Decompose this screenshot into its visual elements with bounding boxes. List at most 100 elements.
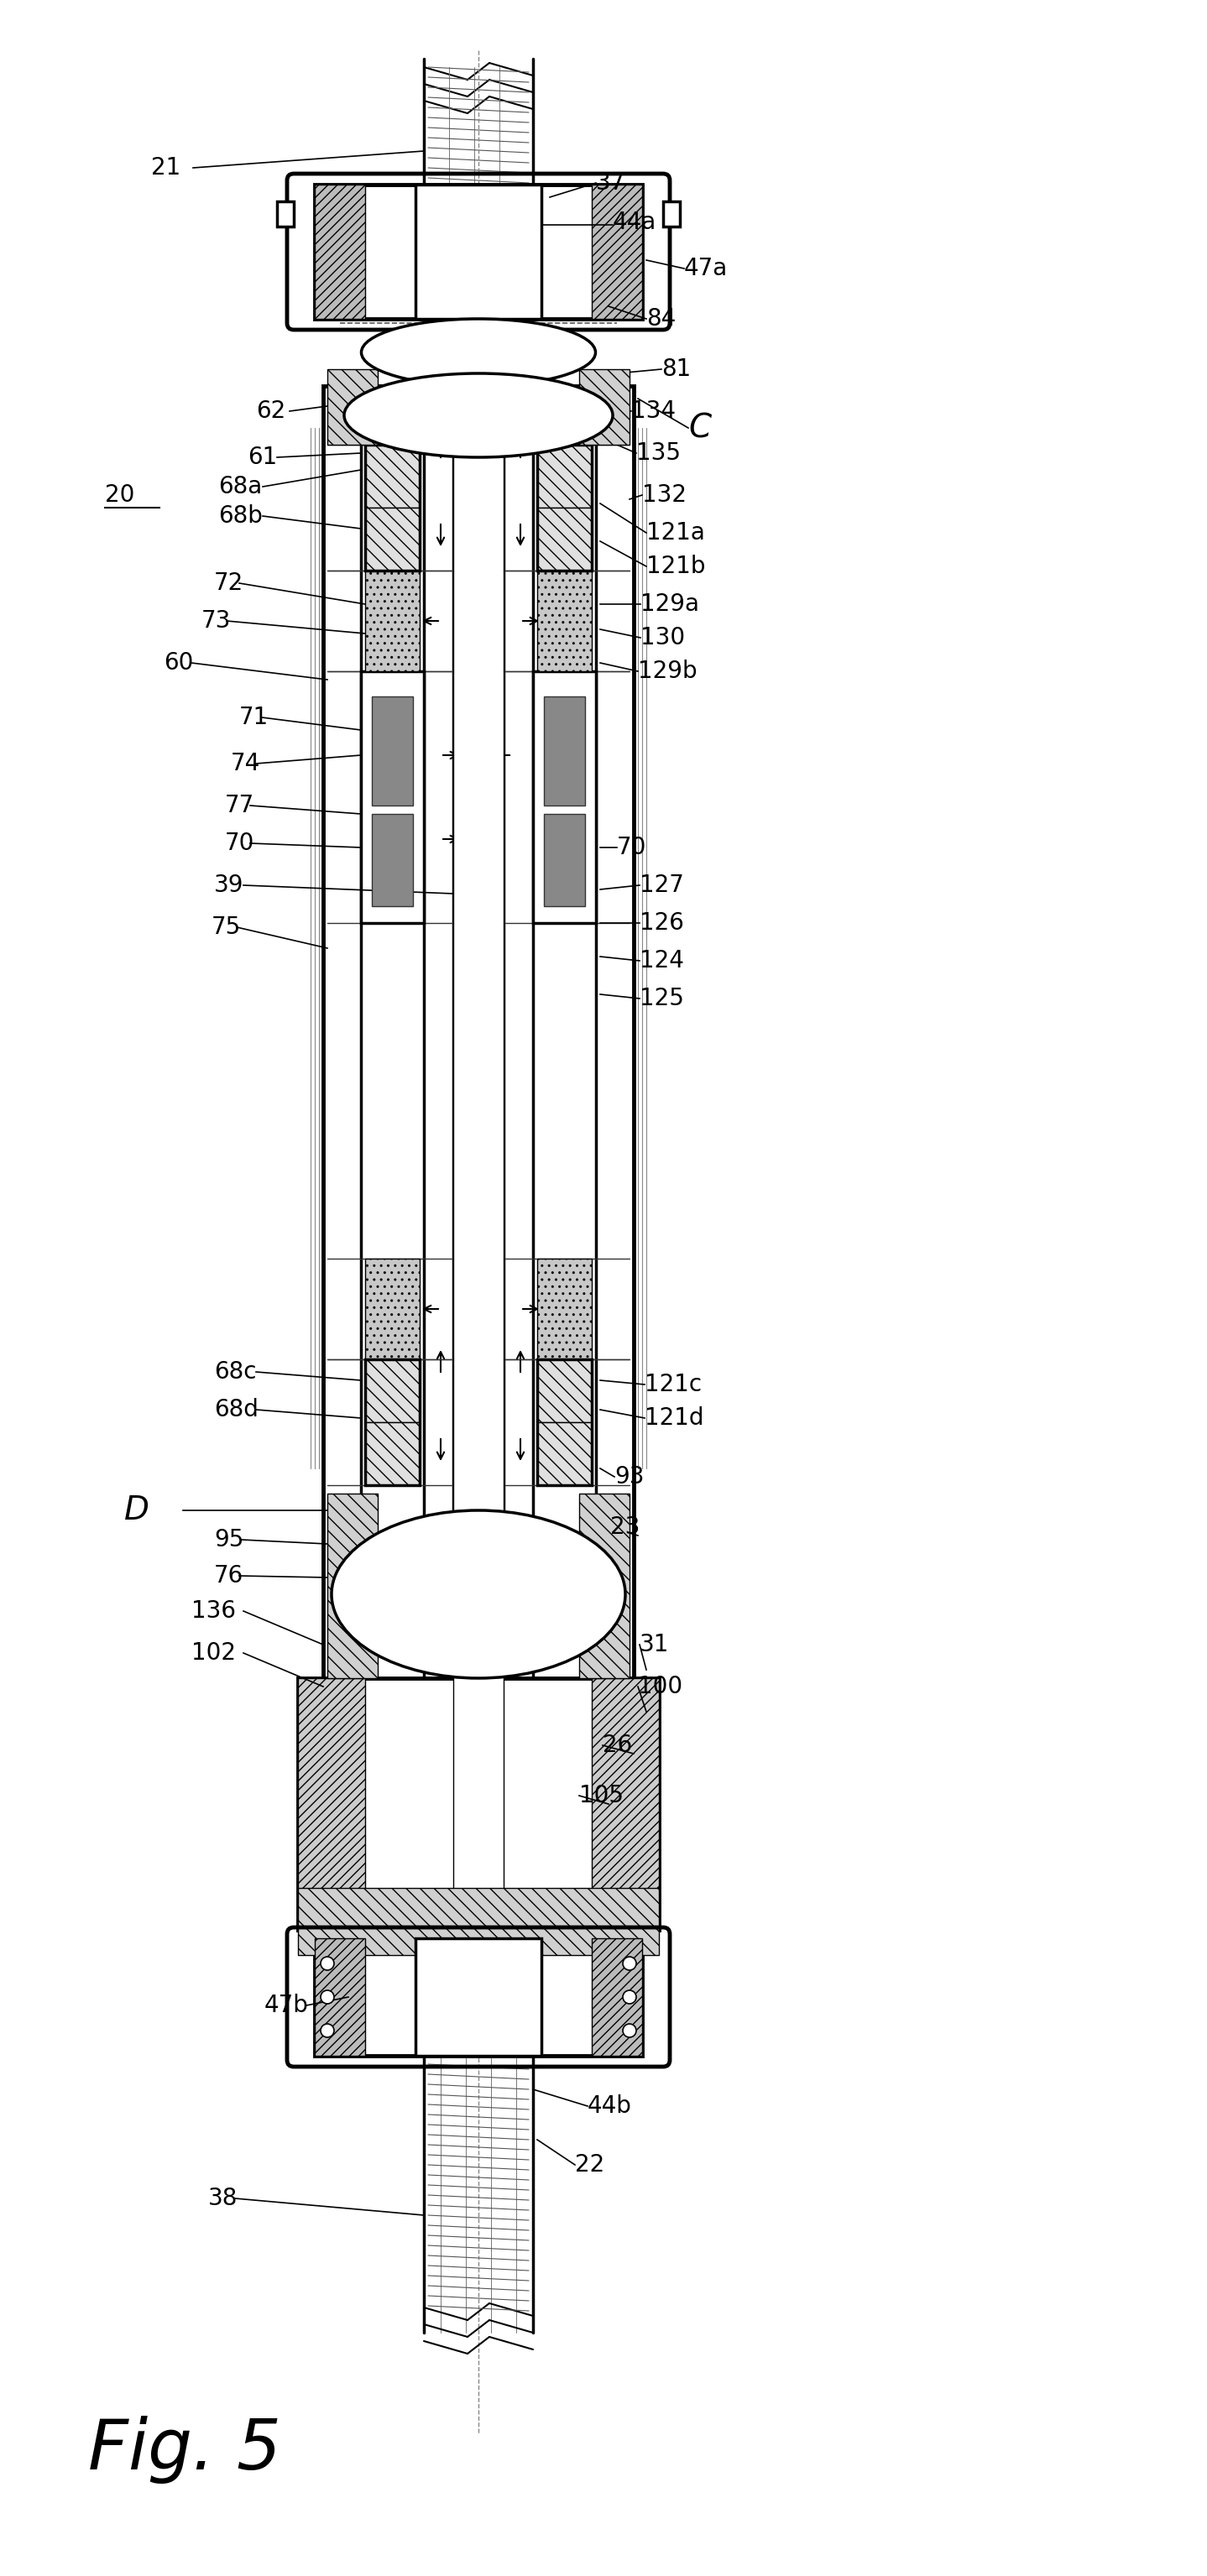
Text: 47a: 47a: [684, 258, 728, 281]
Text: 60: 60: [164, 652, 193, 675]
Bar: [537, 446, 591, 507]
Text: D: D: [124, 1494, 150, 1528]
Bar: [591, 1937, 642, 2056]
Text: 100: 100: [639, 1674, 682, 1698]
Text: 130: 130: [641, 626, 686, 649]
Text: 75: 75: [211, 914, 241, 938]
Text: 125: 125: [640, 987, 684, 1010]
Text: 62: 62: [256, 399, 286, 422]
Bar: [276, 201, 293, 227]
Bar: [372, 814, 413, 907]
Bar: [327, 368, 378, 446]
Text: 61: 61: [247, 446, 278, 469]
Text: 22: 22: [575, 2154, 605, 2177]
Bar: [533, 672, 596, 922]
Bar: [366, 1360, 420, 1486]
Circle shape: [623, 1991, 636, 2004]
Text: 105: 105: [579, 1785, 624, 1808]
Text: Fig. 5: Fig. 5: [88, 2416, 281, 2483]
Text: 134: 134: [631, 399, 676, 422]
Bar: [537, 1260, 591, 1360]
Text: 81: 81: [661, 358, 690, 381]
Bar: [579, 1494, 630, 1677]
Ellipse shape: [332, 1510, 625, 1677]
Text: 77: 77: [225, 793, 255, 817]
Text: 84: 84: [646, 307, 676, 330]
Text: 44b: 44b: [588, 2094, 632, 2117]
Text: 21: 21: [151, 157, 181, 180]
Bar: [537, 569, 591, 672]
Text: 129b: 129b: [639, 659, 698, 683]
Bar: [663, 201, 680, 227]
Text: 132: 132: [642, 484, 687, 507]
Bar: [298, 1677, 366, 1929]
Ellipse shape: [344, 374, 613, 459]
Bar: [415, 185, 542, 319]
Text: 47b: 47b: [264, 1994, 309, 2017]
Text: 68b: 68b: [218, 505, 263, 528]
Text: 71: 71: [239, 706, 269, 729]
Text: 68a: 68a: [218, 474, 262, 497]
Ellipse shape: [361, 319, 595, 386]
Circle shape: [623, 1958, 636, 1971]
Text: 73: 73: [202, 608, 231, 634]
Text: 127: 127: [640, 873, 684, 896]
Circle shape: [321, 1958, 334, 1971]
Bar: [537, 507, 591, 569]
Bar: [366, 446, 420, 507]
Bar: [454, 386, 503, 1929]
Bar: [298, 1677, 659, 1929]
Circle shape: [321, 2025, 334, 2038]
Text: 74: 74: [231, 752, 261, 775]
Text: 121c: 121c: [645, 1373, 701, 1396]
Bar: [323, 386, 634, 1929]
Bar: [372, 696, 413, 806]
Text: 39: 39: [214, 873, 244, 896]
Bar: [366, 569, 420, 672]
Bar: [315, 1937, 366, 2056]
Text: 70: 70: [617, 835, 647, 860]
Text: 102: 102: [192, 1641, 235, 1664]
Bar: [415, 1937, 542, 2056]
Bar: [298, 1888, 659, 1955]
Bar: [315, 185, 642, 319]
Text: 37: 37: [596, 170, 625, 196]
Text: 124: 124: [640, 948, 684, 974]
Bar: [424, 386, 533, 1929]
Bar: [315, 1937, 642, 2056]
Circle shape: [623, 2025, 636, 2038]
Text: 121d: 121d: [645, 1406, 704, 1430]
Text: 44a: 44a: [613, 211, 657, 234]
Bar: [361, 672, 424, 922]
Bar: [366, 1260, 420, 1360]
Text: 95: 95: [214, 1528, 244, 1551]
Text: 121a: 121a: [646, 520, 705, 544]
Bar: [591, 1677, 659, 1929]
Bar: [537, 1360, 591, 1486]
Text: 136: 136: [192, 1600, 235, 1623]
Bar: [366, 1422, 420, 1486]
Bar: [579, 368, 630, 446]
Bar: [537, 1422, 591, 1486]
Text: 23: 23: [611, 1515, 640, 1538]
Bar: [327, 1494, 378, 1677]
Text: 38: 38: [208, 2187, 238, 2210]
Text: 121b: 121b: [646, 554, 705, 577]
Text: 129a: 129a: [641, 592, 699, 616]
Bar: [544, 696, 585, 806]
Bar: [537, 1360, 591, 1422]
Bar: [366, 1360, 420, 1422]
Text: 72: 72: [214, 572, 244, 595]
Circle shape: [321, 1991, 334, 2004]
Text: 135: 135: [636, 440, 681, 464]
Text: 70: 70: [225, 832, 255, 855]
Text: 68c: 68c: [214, 1360, 256, 1383]
Bar: [591, 185, 642, 319]
Bar: [366, 507, 420, 569]
Text: 93: 93: [614, 1466, 645, 1489]
Text: 26: 26: [602, 1734, 632, 1757]
Bar: [315, 185, 366, 319]
Text: 68d: 68d: [214, 1399, 258, 1422]
Text: C: C: [688, 412, 711, 443]
Text: 76: 76: [214, 1564, 244, 1587]
